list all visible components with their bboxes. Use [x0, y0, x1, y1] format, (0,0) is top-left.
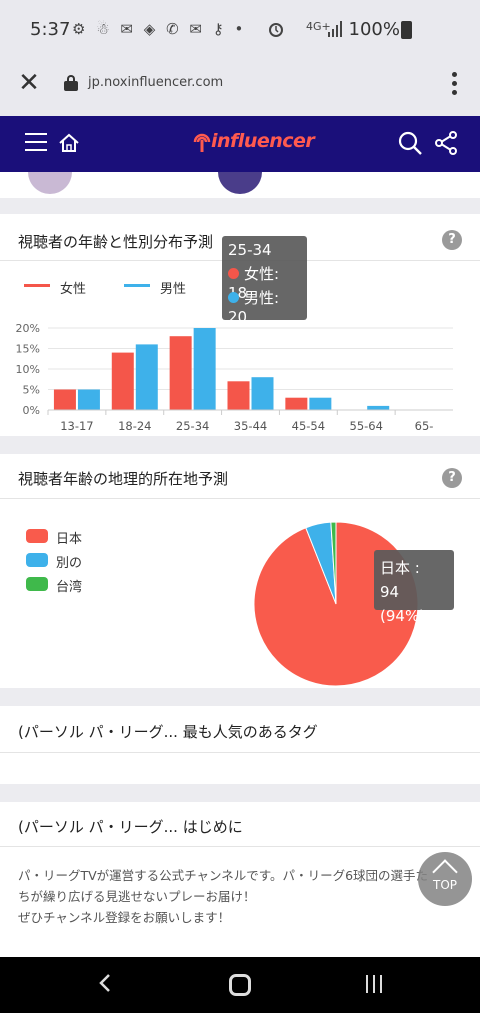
help-icon[interactable]: ?	[442, 468, 462, 488]
pie-slice-台湾[interactable]	[330, 521, 337, 605]
bar-male-55-64[interactable]	[367, 405, 390, 410]
share-icon[interactable]	[434, 131, 458, 155]
battery-percent: 100%	[348, 19, 400, 40]
pie-tooltip: 日本 : 94 (94%)	[374, 550, 454, 625]
notification-icons: ⚙ ☃ ✉ ◈ ✆ ✉ ⚷ •	[72, 20, 247, 38]
intro-card: (パーソル パ・リーグ... はじめに パ・リーグTVが運営する公式チャンネルで…	[0, 802, 480, 957]
close-icon[interactable]: ✕	[18, 68, 40, 98]
logo-mark-icon	[193, 133, 211, 152]
status-time: 5:37	[30, 19, 71, 40]
alarm-icon	[269, 23, 283, 37]
bar-female-13-17[interactable]	[53, 389, 76, 411]
card-title: (パーソル パ・リーグ... はじめに	[18, 818, 243, 836]
pie-tooltip-line2: 94 (94%)	[380, 583, 426, 625]
chart-tooltip: 25-34 女性: 18 男性: 20	[222, 236, 307, 326]
divider	[0, 752, 480, 753]
x-tick-label: 65-	[415, 419, 434, 433]
bar-male-18-24[interactable]	[135, 344, 158, 410]
age-gender-bar-chart: 20% 15% 10% 5% 0% 13-17 18-24 25-34 35-44 45-54 55…	[16, 322, 453, 433]
browser-url-bar: ✕ jp.noxinfluencer.com	[0, 60, 480, 116]
home-button-icon[interactable]	[229, 974, 251, 996]
divider	[0, 846, 480, 847]
tooltip-male-dot	[228, 292, 239, 303]
y-tick-label: 5%	[23, 384, 40, 397]
y-tick-label: 10%	[16, 363, 40, 376]
legend-label-female: 女性	[60, 282, 87, 297]
x-tick-label: 25-34	[176, 419, 209, 433]
site-header: influencer	[0, 116, 480, 172]
bar-male-13-17[interactable]	[77, 389, 100, 411]
tooltip-female-row: 女性: 18	[228, 263, 301, 302]
search-icon[interactable]	[398, 131, 422, 155]
legend-label-other: 別の	[56, 556, 83, 571]
card-title: 視聴者年齢の地理的所在地予測	[18, 470, 229, 488]
recent-apps-icon[interactable]	[364, 975, 384, 995]
bar-female-18-24[interactable]	[111, 352, 134, 410]
bar-male-35-44[interactable]	[251, 377, 274, 410]
y-tick-label: 15%	[16, 343, 40, 356]
age-gender-card: 視聴者の年齢と性別分布予測 ? 女性 男性 20% 15% 10% 5% 0% 13-17…	[0, 214, 480, 436]
partial-card	[0, 172, 480, 198]
tooltip-female-dot	[228, 268, 239, 279]
battery-icon	[401, 21, 412, 39]
bar-female-25-34[interactable]	[169, 336, 192, 410]
site-logo[interactable]: influencer	[211, 130, 315, 152]
top-button-label: TOP	[432, 878, 457, 892]
legend-line-female	[24, 284, 50, 287]
x-tick-label: 45-54	[292, 419, 325, 433]
avatar	[218, 172, 262, 194]
x-tick-label: 55-64	[350, 419, 383, 433]
system-navigation-bar	[0, 957, 480, 1013]
y-tick-label: 20%	[16, 322, 40, 335]
lock-icon	[64, 75, 78, 91]
intro-line-1: パ・リーグTVが運営する公式チャンネルです。パ・リーグ6球団の選手た	[18, 868, 429, 883]
intro-line-3: ぜひチャンネル登録をお願いします！	[18, 910, 231, 925]
bar-female-45-54[interactable]	[285, 397, 308, 410]
x-tick-label: 18-24	[118, 419, 151, 433]
geo-card: 視聴者年齢の地理的所在地予測 ? 日本 別の 台湾 日本 : 94 (94%)	[0, 454, 480, 688]
bar-male-45-54[interactable]	[309, 397, 332, 410]
network-label: 4G+	[306, 20, 331, 33]
url-text[interactable]: jp.noxinfluencer.com	[88, 75, 224, 90]
tooltip-male-row: 男性: 20	[228, 287, 301, 326]
back-to-top-button[interactable]: TOP	[418, 852, 472, 906]
legend-label-japan: 日本	[56, 532, 83, 547]
intro-line-2: ちが繰り広げる見逃せないプレーお届け！	[18, 889, 256, 904]
legend-line-male	[124, 284, 150, 287]
page-content: 視聴者の年齢と性別分布予測 ? 女性 男性 20% 15% 10% 5% 0% 13-17…	[0, 172, 480, 957]
back-icon[interactable]	[98, 973, 112, 993]
hamburger-menu-icon[interactable]	[25, 133, 47, 153]
tags-card: (パーソル パ・リーグ... 最も人気のあるタグ	[0, 706, 480, 784]
bar-male-25-34[interactable]	[193, 328, 216, 410]
card-title: 視聴者の年齢と性別分布予測	[18, 233, 214, 251]
legend-swatch-taiwan	[26, 577, 48, 591]
legend-label-male: 男性	[160, 282, 187, 297]
home-icon[interactable]	[58, 132, 80, 154]
legend-swatch-other	[26, 553, 48, 567]
more-options-icon[interactable]	[452, 72, 458, 96]
y-tick-label: 0%	[23, 404, 40, 417]
avatar	[28, 172, 72, 194]
bar-female-35-44[interactable]	[227, 381, 250, 410]
help-icon[interactable]: ?	[442, 230, 462, 250]
divider	[0, 498, 480, 499]
tooltip-label: 25-34	[228, 241, 272, 259]
legend-label-taiwan: 台湾	[56, 580, 83, 595]
tooltip-male-value: 男性: 20	[228, 289, 280, 326]
legend-swatch-japan	[26, 529, 48, 543]
intro-text: パ・リーグTVが運営する公式チャンネルです。パ・リーグ6球団の選手た ちが繰り広…	[18, 865, 462, 928]
x-tick-label: 13-17	[60, 419, 93, 433]
x-tick-label: 35-44	[234, 419, 267, 433]
signal-icon	[328, 21, 342, 37]
card-title: (パーソル パ・リーグ... 最も人気のあるタグ	[18, 723, 318, 741]
status-bar: 5:37 ⚙ ☃ ✉ ◈ ✆ ✉ ⚷ • 4G+ 100%	[0, 0, 480, 60]
pie-tooltip-line1: 日本 :	[380, 559, 420, 577]
